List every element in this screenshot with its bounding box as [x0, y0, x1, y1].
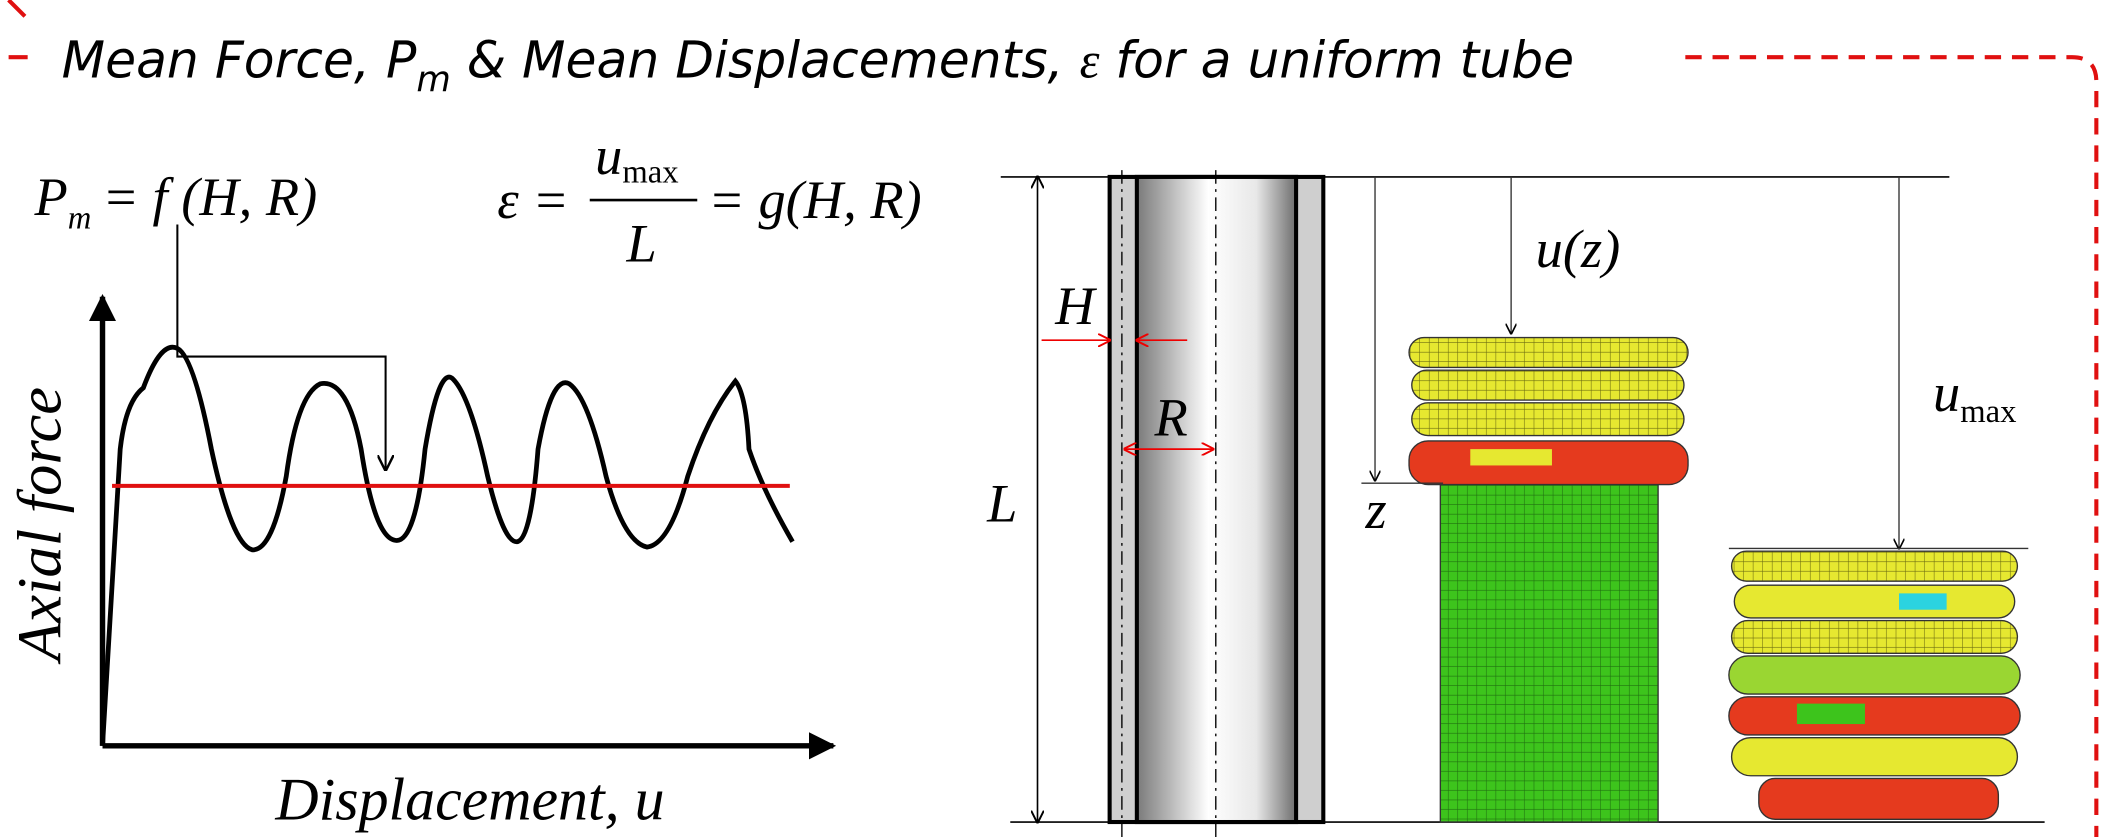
label-h: H — [1054, 275, 1097, 336]
label-z: z — [1364, 479, 1386, 540]
text-part: m — [68, 201, 92, 237]
text-part: max — [1960, 394, 2016, 430]
title: Mean Force, Pm & Mean Displacements, ε f… — [62, 31, 1574, 101]
text-part: = f (H, R) — [102, 166, 317, 227]
label-uz: u(z) — [1536, 218, 1621, 279]
text-part: ε — [1080, 33, 1100, 89]
x-label: Displacement, u — [274, 766, 664, 832]
eps-lhs: ε = — [497, 169, 569, 230]
text-part: u — [1933, 362, 1960, 423]
y-label: Axial force — [4, 387, 74, 665]
label-r: R — [1154, 387, 1188, 448]
label-l: L — [986, 472, 1017, 533]
text-part: u — [595, 125, 622, 186]
text-part: P — [33, 166, 67, 227]
fully-crushed-tube — [1729, 177, 2028, 819]
crushed-tube — [1361, 177, 1688, 822]
eps-rhs: = g(H, R) — [708, 169, 922, 230]
text-part: & Mean Displacements, — [451, 31, 1080, 90]
eps-num: umax — [595, 125, 678, 190]
slide: Mean Force, Pm & Mean Displacements, ε f… — [0, 0, 2124, 837]
label-umax: umax — [1933, 362, 2016, 430]
text-part: m — [416, 59, 450, 100]
text-part: Mean Force, P — [62, 31, 417, 90]
text-part: max — [622, 154, 678, 190]
formula-eps: ε = umax L = g(H, R) — [497, 125, 921, 273]
eps-den: L — [625, 212, 656, 273]
text-part: for a uniform tube — [1099, 31, 1574, 90]
formula-force: Pm = f (H, R) — [33, 166, 317, 237]
